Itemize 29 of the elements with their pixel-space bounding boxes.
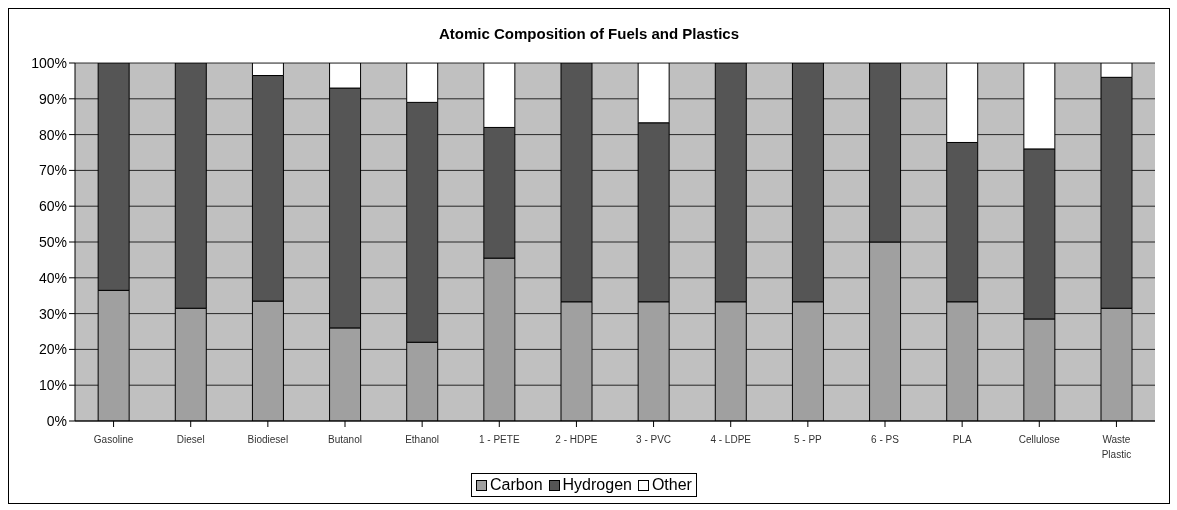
y-tick-label: 10% bbox=[38, 377, 67, 394]
x-tick-label: 6 - PS bbox=[871, 434, 900, 445]
y-tick-label: 70% bbox=[38, 162, 67, 179]
y-tick-label: 80% bbox=[38, 126, 67, 143]
x-tick-label: 1 - PETE bbox=[479, 434, 520, 445]
x-tick-label: Diesel bbox=[176, 434, 205, 445]
x-tick-label: 3 - PVC bbox=[636, 434, 672, 445]
legend-label: Carbon bbox=[489, 476, 543, 494]
y-tick-label: 30% bbox=[38, 305, 67, 322]
legend-label: Hydrogen bbox=[561, 476, 632, 494]
x-tick-label: Butanol bbox=[328, 434, 362, 445]
x-tick-label: Cellulose bbox=[1018, 434, 1061, 445]
x-tick-label: Waste Plastic bbox=[1101, 434, 1132, 460]
y-tick-label: 60% bbox=[38, 198, 67, 215]
x-tick-label: Biodiesel bbox=[247, 434, 289, 445]
x-tick-label: 4 - LDPE bbox=[710, 434, 752, 445]
y-tick-label: 100% bbox=[31, 54, 67, 71]
y-tick-label: 50% bbox=[38, 233, 67, 250]
y-tick-label: 40% bbox=[38, 269, 67, 286]
x-tick-label: 2 - HDPE bbox=[555, 434, 598, 445]
x-tick-label: 5 - PP bbox=[793, 434, 823, 445]
y-tick-label: 0% bbox=[46, 412, 67, 429]
chart-title: Atomic Composition of Fuels and Plastics bbox=[437, 24, 740, 44]
legend-label: Other bbox=[650, 476, 692, 494]
x-tick-label: PLA bbox=[952, 434, 972, 445]
x-tick-label: Gasoline bbox=[93, 434, 134, 445]
x-tick-label: Ethanol bbox=[405, 434, 440, 445]
y-tick-label: 20% bbox=[38, 341, 67, 358]
y-tick-label: 90% bbox=[38, 90, 67, 107]
